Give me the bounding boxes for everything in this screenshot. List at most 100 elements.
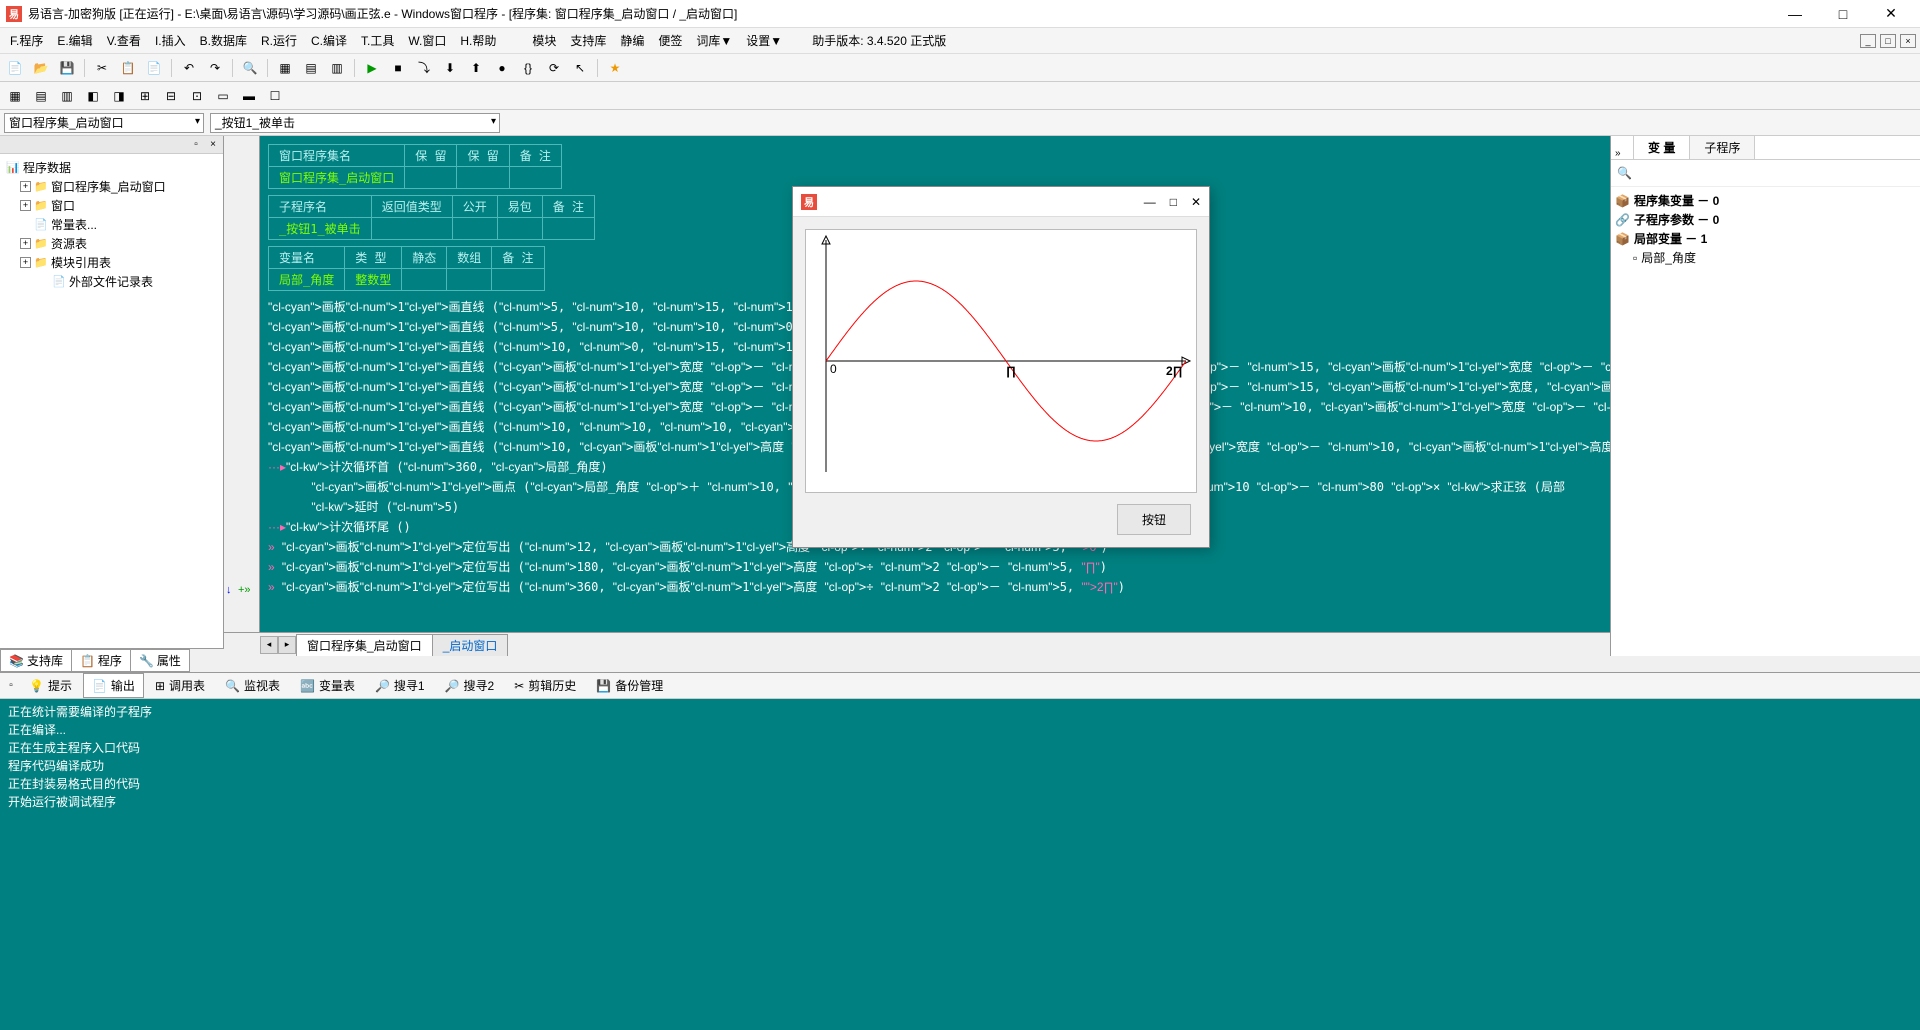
- search-input[interactable]: [1615, 164, 1916, 182]
- tree-item[interactable]: 📄常量表...: [2, 215, 221, 234]
- menu-view[interactable]: V.查看: [101, 30, 147, 51]
- debug1-icon[interactable]: {}: [517, 57, 539, 79]
- mdi-close[interactable]: ×: [1900, 34, 1916, 48]
- layout2-icon[interactable]: ▤: [300, 57, 322, 79]
- copy-icon[interactable]: 📋: [117, 57, 139, 79]
- tab-program[interactable]: 📋程序: [71, 649, 131, 672]
- tb2-icon[interactable]: ⊟: [160, 85, 182, 107]
- tree-item[interactable]: +📁窗口程序集_启动窗口: [2, 177, 221, 196]
- menu-program[interactable]: F.程序: [4, 30, 49, 51]
- menu-memo[interactable]: 便签: [652, 30, 688, 51]
- tree-item[interactable]: 📄外部文件记录表: [2, 272, 221, 291]
- bottom-tab[interactable]: ⊞调用表: [146, 673, 214, 698]
- combo-subroutine[interactable]: _按钮1_被单击: [210, 113, 500, 133]
- var-node[interactable]: ▫局部_角度: [1615, 248, 1916, 267]
- pin-icon[interactable]: ▫: [189, 138, 203, 152]
- menu-compile[interactable]: C.编译: [305, 30, 353, 51]
- cursor-icon[interactable]: ↖: [569, 57, 591, 79]
- menu-window[interactable]: W.窗口: [402, 30, 452, 51]
- svg-text:∏: ∏: [1006, 364, 1016, 378]
- runtime-titlebar[interactable]: 易 — □ ✕: [793, 187, 1209, 217]
- code-line[interactable]: » "cl-cyan">画板"cl-num">1"cl-yel">定位写出 ("…: [268, 557, 1602, 577]
- code-tab-window[interactable]: _启动窗口: [432, 634, 509, 656]
- step-over-icon[interactable]: ⤵: [413, 57, 435, 79]
- rp-arrow[interactable]: »: [1615, 148, 1633, 159]
- step-out-icon[interactable]: ⬆: [465, 57, 487, 79]
- paste-icon[interactable]: 📄: [143, 57, 165, 79]
- find-icon[interactable]: 🔍: [239, 57, 261, 79]
- layout1-icon[interactable]: ▦: [274, 57, 296, 79]
- bottom-tab[interactable]: 🔎搜寻1: [366, 673, 434, 698]
- save-icon[interactable]: 💾: [56, 57, 78, 79]
- tree-item[interactable]: +📁模块引用表: [2, 253, 221, 272]
- menu-insert[interactable]: I.插入: [149, 30, 192, 51]
- bp-pin[interactable]: ▫: [4, 679, 18, 693]
- menu-tools[interactable]: T.工具: [355, 30, 400, 51]
- menu-settings[interactable]: 设置▼: [740, 30, 788, 51]
- tb2-icon[interactable]: ⊞: [134, 85, 156, 107]
- tb2-icon[interactable]: ▤: [30, 85, 52, 107]
- var-node[interactable]: 📦程序集变量 － 0: [1615, 191, 1916, 210]
- undo-icon[interactable]: ↶: [178, 57, 200, 79]
- combo-assembly[interactable]: 窗口程序集_启动窗口: [4, 113, 204, 133]
- menu-dict[interactable]: 词库▼: [690, 30, 738, 51]
- runtime-min[interactable]: —: [1144, 195, 1156, 209]
- menu-support[interactable]: 支持库: [564, 30, 612, 51]
- close-panel-icon[interactable]: ×: [206, 138, 220, 152]
- menu-run[interactable]: R.运行: [255, 30, 303, 51]
- tb2-icon[interactable]: ☐: [264, 85, 286, 107]
- maximize-button[interactable]: □: [1828, 4, 1858, 24]
- tab-support-lib[interactable]: 📚支持库: [0, 649, 72, 672]
- bottom-tab[interactable]: 📄输出: [83, 673, 144, 698]
- tb2-icon[interactable]: ▥: [56, 85, 78, 107]
- tab-variables[interactable]: 变 量: [1633, 135, 1690, 159]
- wizard-icon[interactable]: ★: [604, 57, 626, 79]
- layout3-icon[interactable]: ▥: [326, 57, 348, 79]
- stop-icon[interactable]: ■: [387, 57, 409, 79]
- tb2-icon[interactable]: ◧: [82, 85, 104, 107]
- bottom-tab[interactable]: ✂剪辑历史: [505, 673, 585, 698]
- breakpoint-icon[interactable]: ●: [491, 57, 513, 79]
- open-icon[interactable]: 📂: [30, 57, 52, 79]
- menu-edit[interactable]: E.编辑: [51, 30, 98, 51]
- run-icon[interactable]: ▶: [361, 57, 383, 79]
- tb2-icon[interactable]: ◨: [108, 85, 130, 107]
- tb2-icon[interactable]: ▬: [238, 85, 260, 107]
- step-into-icon[interactable]: ⬇: [439, 57, 461, 79]
- tree-item[interactable]: +📁资源表: [2, 234, 221, 253]
- var-node[interactable]: 📦局部变量 － 1: [1615, 229, 1916, 248]
- bottom-tab[interactable]: 🔍监视表: [216, 673, 289, 698]
- menu-static[interactable]: 静编: [614, 30, 650, 51]
- code-line[interactable]: » "cl-cyan">画板"cl-num">1"cl-yel">定位写出 ("…: [268, 577, 1602, 597]
- tree-root[interactable]: 📊 程序数据: [2, 158, 221, 177]
- tab-scroll-left[interactable]: ◂: [260, 636, 278, 654]
- menu-module[interactable]: 模块: [526, 30, 562, 51]
- mdi-min[interactable]: _: [1860, 34, 1876, 48]
- bottom-tab[interactable]: 💡提示: [20, 673, 81, 698]
- tb2-icon[interactable]: ▦: [4, 85, 26, 107]
- menu-help[interactable]: H.帮助: [454, 30, 502, 51]
- runtime-window[interactable]: 易 — □ ✕ 0 ∏ 2∏ 按钮: [792, 186, 1210, 548]
- tree-item[interactable]: +📁窗口: [2, 196, 221, 215]
- code-tab-assembly[interactable]: 窗口程序集_启动窗口: [296, 634, 433, 656]
- bottom-tab[interactable]: 🔤变量表: [291, 673, 364, 698]
- menu-database[interactable]: B.数据库: [194, 30, 253, 51]
- bottom-tab[interactable]: 🔎搜寻2: [436, 673, 504, 698]
- runtime-button[interactable]: 按钮: [1117, 504, 1191, 535]
- tb2-icon[interactable]: ▭: [212, 85, 234, 107]
- runtime-close[interactable]: ✕: [1191, 195, 1201, 209]
- cut-icon[interactable]: ✂: [91, 57, 113, 79]
- mdi-max[interactable]: □: [1880, 34, 1896, 48]
- tab-subroutines[interactable]: 子程序: [1689, 135, 1755, 159]
- redo-icon[interactable]: ↷: [204, 57, 226, 79]
- runtime-max[interactable]: □: [1170, 195, 1177, 209]
- tb2-icon[interactable]: ⊡: [186, 85, 208, 107]
- close-button[interactable]: ✕: [1876, 4, 1906, 24]
- minimize-button[interactable]: —: [1780, 4, 1810, 24]
- debug2-icon[interactable]: ⟳: [543, 57, 565, 79]
- bottom-tab[interactable]: 💾备份管理: [587, 673, 672, 698]
- new-icon[interactable]: 📄: [4, 57, 26, 79]
- var-node[interactable]: 🔗子程序参数 － 0: [1615, 210, 1916, 229]
- tab-properties[interactable]: 🔧属性: [130, 649, 190, 672]
- tab-scroll-right[interactable]: ▸: [278, 636, 296, 654]
